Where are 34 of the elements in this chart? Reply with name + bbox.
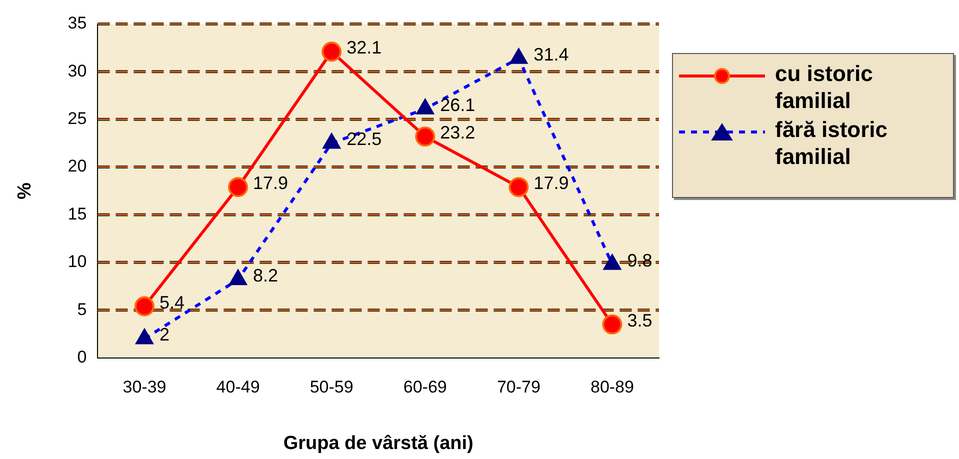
y-tick-label: 35 [68, 14, 87, 33]
data-label: 2 [159, 324, 170, 345]
x-tick-label: 30-39 [122, 378, 166, 397]
legend-label: fără istoric familial [775, 116, 888, 170]
x-tick-label: 80-89 [590, 378, 634, 397]
data-label: 17.9 [534, 173, 569, 194]
y-tick-label: 15 [68, 204, 87, 224]
y-tick-label: 5 [77, 300, 87, 319]
data-label: 32.1 [346, 38, 382, 58]
x-tick-label: 60-69 [403, 378, 447, 397]
point [508, 177, 529, 198]
data-label: 22.5 [346, 129, 382, 150]
data-label: 8.2 [253, 266, 278, 286]
point [415, 126, 436, 147]
y-tick-label: 0 [77, 347, 87, 366]
data-label: 26.1 [440, 94, 476, 115]
point [322, 42, 342, 62]
data-label: 31.4 [534, 44, 569, 64]
x-tick-label: 50-59 [310, 378, 354, 397]
y-tick-label: 30 [68, 61, 87, 80]
y-tick-label: 25 [68, 109, 87, 128]
data-label: 3.5 [627, 310, 652, 330]
x-tick-label: 70-79 [496, 378, 540, 397]
y-tick-label: 20 [68, 156, 87, 176]
x-axis-title: Grupa de vârstă (ani) [283, 432, 474, 454]
data-label: 5.4 [159, 292, 185, 312]
point [134, 296, 154, 316]
x-tick-label: 40-49 [216, 378, 260, 397]
data-label: 23.2 [440, 122, 476, 143]
data-label: 17.9 [253, 173, 288, 194]
point [228, 177, 248, 198]
y-tick-label: 10 [68, 252, 87, 272]
point [602, 314, 622, 334]
y-axis-title: % [14, 182, 36, 200]
